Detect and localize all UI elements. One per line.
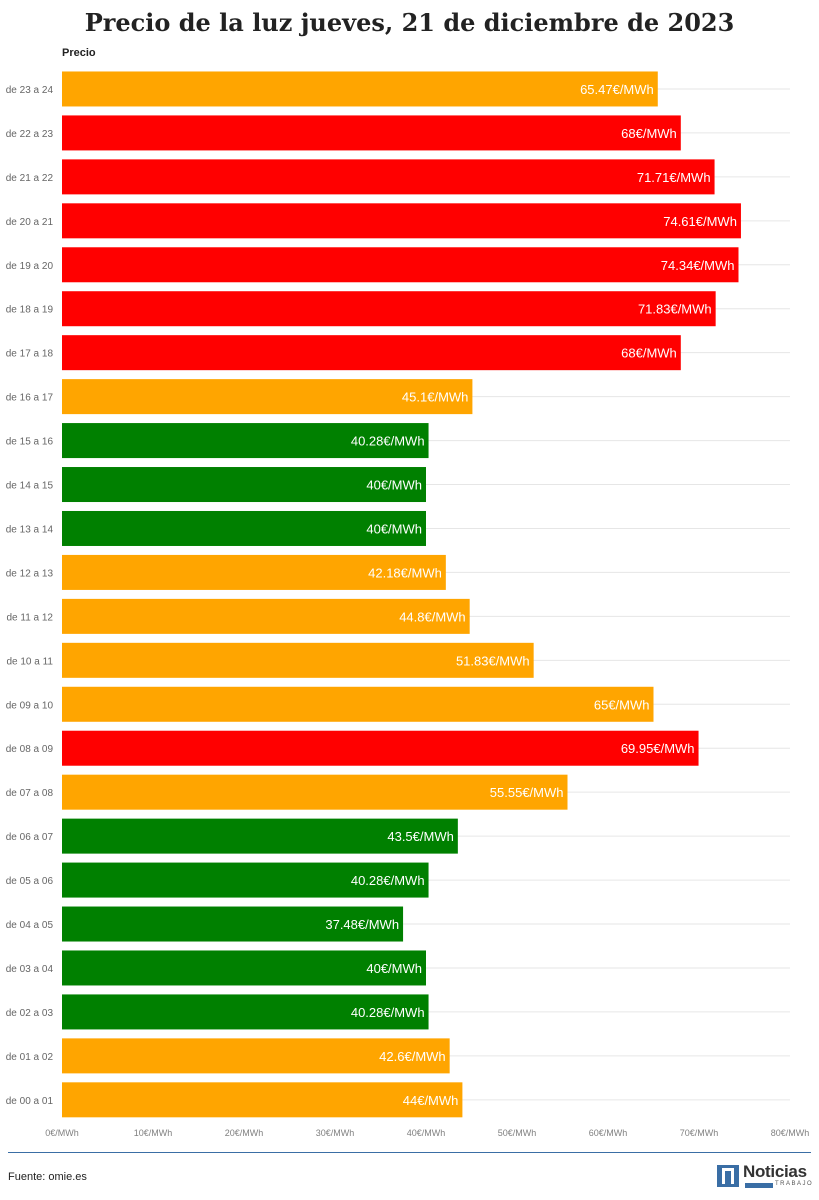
bar [62, 554, 446, 590]
bar [62, 774, 568, 810]
category-label: de 14 a 15 [6, 481, 54, 492]
category-label: de 02 a 03 [6, 1008, 54, 1019]
bar [62, 379, 473, 415]
category-label: de 17 a 18 [6, 349, 54, 360]
data-label: 37.48€/MWh [325, 917, 399, 932]
category-label: de 21 a 22 [6, 173, 54, 184]
data-label: 40€/MWh [366, 961, 422, 976]
bar [62, 291, 716, 327]
data-label: 40.28€/MWh [351, 434, 425, 449]
data-label: 40€/MWh [366, 521, 422, 536]
category-label: de 10 a 11 [6, 656, 53, 667]
data-label: 74.34€/MWh [661, 258, 735, 273]
category-label: de 06 a 07 [6, 832, 54, 843]
category-label: de 00 a 01 [6, 1096, 54, 1107]
data-label: 74.61€/MWh [663, 214, 737, 229]
category-label: de 13 a 14 [6, 524, 54, 535]
bar [62, 159, 715, 195]
bar [62, 818, 458, 854]
bar-chart: de 23 a 24 65.47€/MWh de 22 a 23 68€/MWh de … [6, 71, 810, 1138]
noticias-trabajo-logo: Noticias TRABAJO [717, 1162, 814, 1189]
bar [62, 862, 429, 898]
category-label: de 07 a 08 [6, 788, 54, 799]
bar [62, 642, 534, 678]
bar [62, 994, 429, 1030]
bar [62, 730, 699, 766]
x-tick-label: 60€/MWh [589, 1128, 628, 1138]
bar [62, 598, 470, 634]
data-label: 42.18€/MWh [368, 565, 442, 580]
logo-underline [745, 1183, 773, 1188]
category-label: de 04 a 05 [6, 920, 54, 931]
bar [62, 423, 429, 459]
bar [62, 906, 404, 942]
data-label: 45.1€/MWh [402, 390, 468, 405]
bar [62, 950, 426, 986]
data-label: 40.28€/MWh [351, 1005, 425, 1020]
category-label: de 15 a 16 [6, 437, 54, 448]
category-label: de 23 a 24 [6, 85, 54, 96]
bar [62, 247, 739, 283]
x-tick-label: 70€/MWh [680, 1128, 719, 1138]
bar [62, 510, 426, 546]
logo-mark-icon [717, 1165, 739, 1187]
category-label: de 19 a 20 [6, 261, 54, 272]
data-label: 44.8€/MWh [399, 609, 465, 624]
data-label: 69.95€/MWh [621, 741, 695, 756]
bar [62, 686, 654, 722]
x-tick-label: 40€/MWh [407, 1128, 446, 1138]
data-label: 71.83€/MWh [638, 302, 712, 317]
category-label: de 20 a 21 [6, 217, 54, 228]
data-label: 43.5€/MWh [387, 829, 453, 844]
footer-divider [8, 1152, 811, 1153]
logo-subtext: TRABAJO [775, 1181, 814, 1187]
category-label: de 08 a 09 [6, 744, 54, 755]
category-label: de 09 a 10 [6, 700, 54, 711]
x-tick-label: 80€/MWh [771, 1128, 810, 1138]
x-tick-label: 50€/MWh [498, 1128, 537, 1138]
data-label: 68€/MWh [621, 126, 677, 141]
x-tick-label: 30€/MWh [316, 1128, 355, 1138]
bar [62, 1038, 450, 1074]
series-label: Precio [62, 47, 96, 59]
category-label: de 18 a 19 [6, 305, 54, 316]
bar [62, 1082, 463, 1118]
data-label: 40.28€/MWh [351, 873, 425, 888]
category-label: de 22 a 23 [6, 129, 54, 140]
category-label: de 05 a 06 [6, 876, 54, 887]
data-label: 65.47€/MWh [580, 82, 654, 97]
bar [62, 203, 741, 239]
data-label: 71.71€/MWh [637, 170, 711, 185]
category-label: de 12 a 13 [6, 568, 54, 579]
data-label: 42.6€/MWh [379, 1049, 445, 1064]
data-label: 40€/MWh [366, 478, 422, 493]
category-label: de 11 a 12 [6, 612, 53, 623]
data-label: 55.55€/MWh [490, 785, 564, 800]
chart-title: Precio de la luz jueves, 21 de diciembre… [84, 8, 735, 37]
x-tick-label: 20€/MWh [225, 1128, 264, 1138]
bar [62, 335, 681, 371]
data-label: 65€/MWh [594, 697, 650, 712]
category-label: de 16 a 17 [6, 393, 54, 404]
data-label: 44€/MWh [403, 1093, 459, 1108]
category-label: de 01 a 02 [6, 1052, 54, 1063]
x-tick-label: 10€/MWh [134, 1128, 173, 1138]
bar [62, 467, 426, 503]
data-label: 68€/MWh [621, 346, 677, 361]
logo-text: Noticias [743, 1162, 807, 1181]
data-label: 51.83€/MWh [456, 653, 530, 668]
source-note: Fuente: omie.es [8, 1171, 87, 1183]
category-label: de 03 a 04 [6, 964, 54, 975]
bar [62, 71, 658, 107]
x-tick-label: 0€/MWh [45, 1128, 79, 1138]
bar [62, 115, 681, 151]
